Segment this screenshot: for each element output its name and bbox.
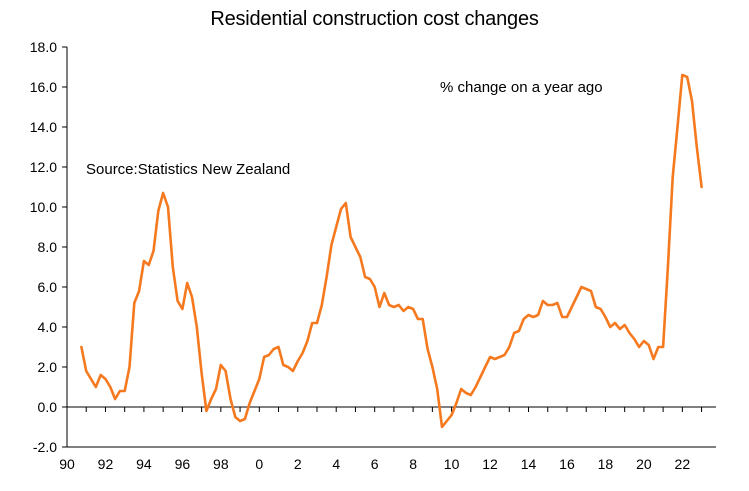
y-axis-ticks: 18.0 16.0 14.0 12.0 10.0 8.0 6.0 4.0 2.0 0.0 -2.0 <box>30 39 67 455</box>
series-group <box>80 73 703 429</box>
x-tick-label: 22 <box>675 456 691 472</box>
x-axis-ticks: 90 92 94 96 98 0 2 4 6 8 10 12 14 16 18 20 22 <box>59 407 703 472</box>
x-tick-label: 94 <box>136 456 152 472</box>
x-tick-label: 6 <box>371 456 379 472</box>
y-tick-label: 12.0 <box>30 159 57 175</box>
x-tick-label: 2 <box>294 456 302 472</box>
y-tick-label: 4.0 <box>38 319 58 335</box>
y-tick-label: 10.0 <box>30 199 57 215</box>
x-tick-label: 92 <box>98 456 114 472</box>
source-annotation: Source:Statistics New Zealand <box>86 161 290 178</box>
x-tick-label: 10 <box>444 456 460 472</box>
axes <box>66 47 716 448</box>
units-annotation: % change on a year ago <box>440 79 603 96</box>
x-tick-label: 98 <box>213 456 229 472</box>
x-tick-label: 4 <box>332 456 340 472</box>
y-tick-label: 2.0 <box>38 359 58 375</box>
x-tick-label: 0 <box>255 456 263 472</box>
y-tick-label: 14.0 <box>30 119 57 135</box>
y-tick-label: 6.0 <box>38 279 58 295</box>
x-tick-label: 12 <box>482 456 498 472</box>
x-tick-label: 16 <box>559 456 575 472</box>
x-tick-label: 18 <box>598 456 614 472</box>
x-tick-label: 14 <box>521 456 537 472</box>
x-tick-label: 8 <box>409 456 417 472</box>
chart-title: Residential construction cost changes <box>210 8 539 30</box>
y-tick-label: -2.0 <box>33 439 57 455</box>
y-tick-label: 18.0 <box>30 39 57 55</box>
x-tick-label: 96 <box>175 456 191 472</box>
x-tick-label: 90 <box>59 456 75 472</box>
x-tick-label: 20 <box>636 456 652 472</box>
series-line <box>80 73 703 429</box>
y-tick-label: 0.0 <box>38 399 58 415</box>
y-tick-label: 16.0 <box>30 79 57 95</box>
y-tick-label: 8.0 <box>38 239 58 255</box>
